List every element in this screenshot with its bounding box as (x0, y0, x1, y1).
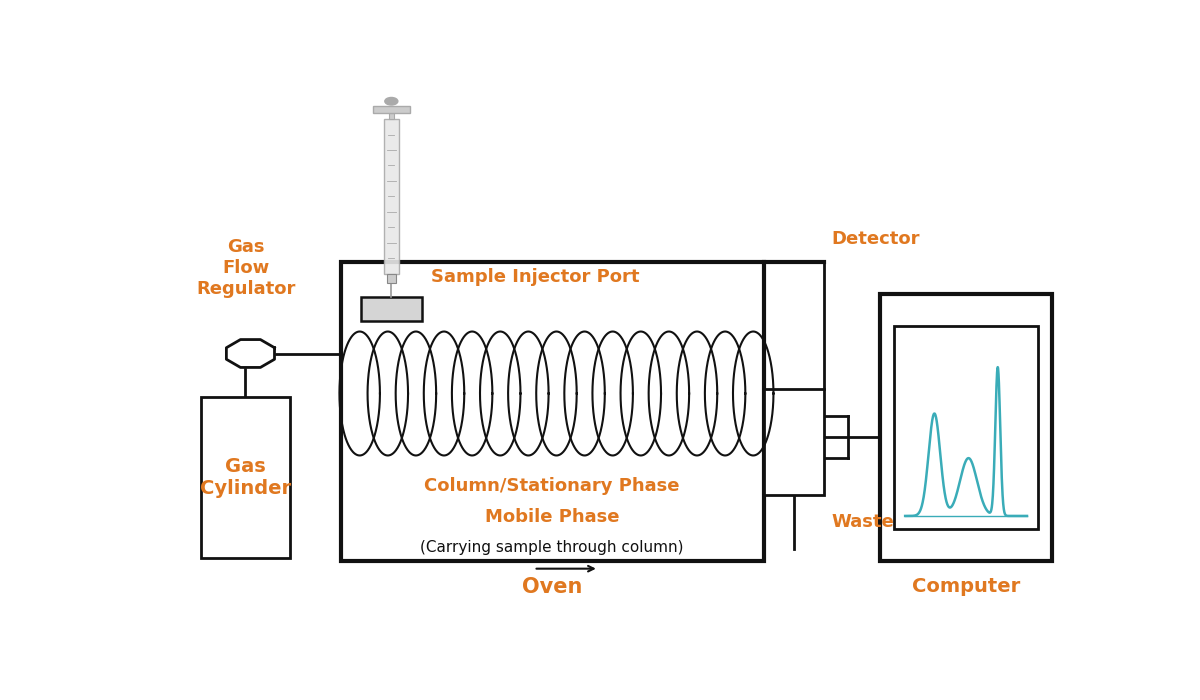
Text: Column/Stationary Phase: Column/Stationary Phase (425, 477, 680, 495)
Circle shape (385, 97, 398, 105)
Bar (386, 274, 396, 284)
Text: Waste: Waste (832, 513, 894, 531)
Text: Detector: Detector (832, 230, 919, 248)
Bar (361, 297, 421, 321)
Bar (341, 262, 764, 561)
Text: Gas
Cylinder: Gas Cylinder (199, 457, 290, 498)
Bar (764, 389, 824, 495)
Polygon shape (227, 340, 275, 368)
Bar (389, 113, 394, 119)
Bar (894, 326, 1038, 529)
Text: (Carrying sample through column): (Carrying sample through column) (420, 540, 684, 554)
Text: Oven: Oven (522, 578, 582, 597)
Text: Sample Injector Port: Sample Injector Port (431, 268, 640, 286)
Text: Gas
Flow
Regulator: Gas Flow Regulator (196, 239, 295, 298)
Bar (373, 106, 410, 113)
Bar (880, 294, 1052, 561)
Text: Computer: Computer (912, 578, 1020, 596)
Bar (202, 397, 289, 559)
Bar (384, 119, 398, 274)
Text: Mobile Phase: Mobile Phase (485, 508, 619, 526)
